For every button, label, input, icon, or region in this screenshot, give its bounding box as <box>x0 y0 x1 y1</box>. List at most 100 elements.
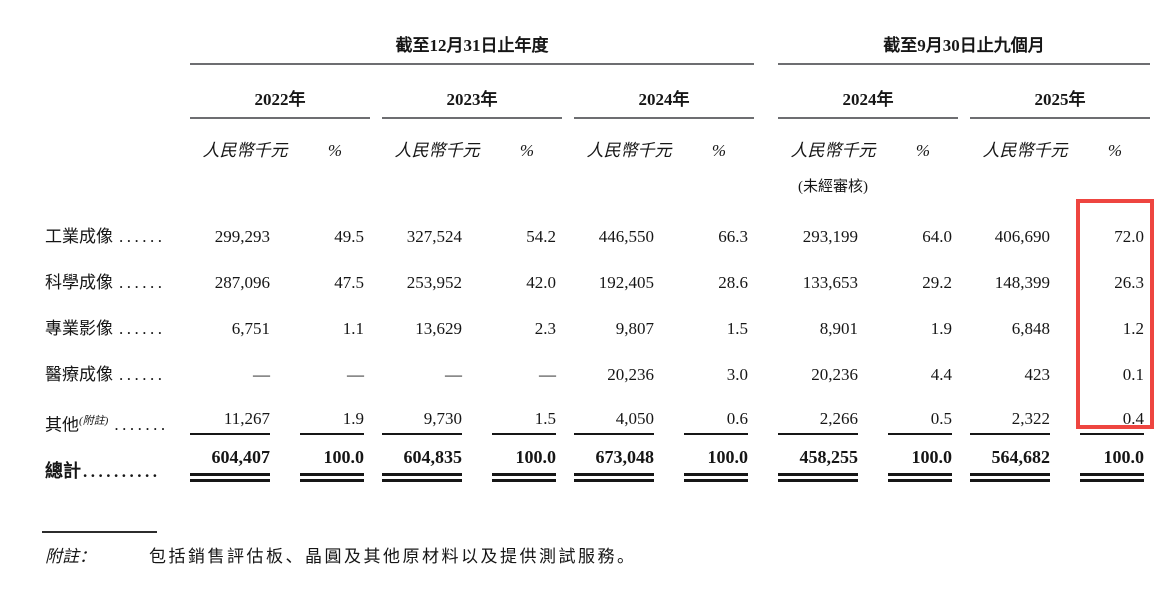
percent-header: % <box>1107 141 1123 161</box>
footnote-divider <box>42 531 157 533</box>
unit-header: 人民幣千元 <box>790 141 876 161</box>
row-label: 工業成像...... <box>45 227 166 247</box>
year-header-row: 2022年 2023年 2024年 2024年 2025年 <box>40 64 1150 119</box>
unit-header: 人民幣千元 <box>982 141 1068 161</box>
leader-dots: ...... <box>119 319 166 339</box>
section-header-annual: 截至12月31日止年度 <box>190 26 754 65</box>
cell-percent: 64.0 <box>922 227 952 247</box>
cell-value: 9,730 <box>382 385 492 435</box>
cell-percent: 3.0 <box>726 365 748 385</box>
unaudited-note: (未經審核) <box>798 178 868 195</box>
cell-value: 13,629 <box>415 319 462 339</box>
cell-percent: — <box>347 365 364 385</box>
cell-percent-highlighted: 0.1 <box>1122 365 1144 385</box>
table-row-professional-imaging: 專業影像...... 6,751 1.1 13,629 2.3 9,807 1.… <box>40 293 1150 339</box>
cell-percent: 1.5 <box>492 385 562 435</box>
cell-percent: 4.4 <box>930 365 952 385</box>
percent-header: % <box>915 141 931 161</box>
cell-percent: 0.6 <box>684 385 754 435</box>
table-row-medical-imaging: 醫療成像...... — — — — 20,236 3.0 20,236 4.4… <box>40 339 1150 385</box>
leader-dots: ...... <box>119 273 166 293</box>
cell-value: 4,050 <box>574 385 684 435</box>
cell-percent-highlighted: 0.4 <box>1080 385 1150 435</box>
cell-value: 604,835 <box>382 435 492 482</box>
leader-dots: ...... <box>119 227 166 247</box>
cell-value: 192,405 <box>598 273 654 293</box>
cell-value: 11,267 <box>190 385 300 435</box>
footnote: 附註： 包括銷售評估板、晶圓及其他原材料以及提供測試服務。 <box>45 542 637 567</box>
cell-value: 2,322 <box>970 385 1080 435</box>
leader-dots: .......... <box>83 462 161 482</box>
cell-percent: 100.0 <box>1080 435 1150 482</box>
cell-value: 6,848 <box>1011 319 1050 339</box>
unit-header-row: 人民幣千元 % 人民幣千元 % 人民幣千元 % 人民幣千元 % 人民幣千元 % <box>40 118 1150 163</box>
table-row-industrial-imaging: 工業成像...... 299,293 49.5 327,524 54.2 446… <box>40 201 1150 247</box>
cell-value: 673,048 <box>574 435 684 482</box>
cell-value: 148,399 <box>994 273 1050 293</box>
unit-header: 人民幣千元 <box>202 141 288 161</box>
cell-percent: 66.3 <box>718 227 748 247</box>
table-row-others: 其他(附註)....... 11,267 1.9 9,730 1.5 4,050… <box>40 385 1150 435</box>
row-label: 醫療成像...... <box>45 365 166 385</box>
cell-value: 604,407 <box>190 435 300 482</box>
year-header-2024-9m: 2024年 <box>778 64 958 119</box>
cell-value: 253,952 <box>406 273 462 293</box>
cell-percent: 29.2 <box>922 273 952 293</box>
row-label: 專業影像...... <box>45 319 166 339</box>
cell-value: 423 <box>1024 365 1051 385</box>
cell-value: 133,653 <box>802 273 858 293</box>
percent-header: % <box>327 141 343 161</box>
cell-percent: 1.9 <box>300 385 370 435</box>
section-header-row: 截至12月31日止年度 截至9月30日止九個月 <box>40 26 1150 65</box>
cell-percent: — <box>539 365 556 385</box>
footnote-text: 包括銷售評估板、晶圓及其他原材料以及提供測試服務。 <box>149 547 637 566</box>
table-row-scientific-imaging: 科學成像...... 287,096 47.5 253,952 42.0 192… <box>40 247 1150 293</box>
cell-value: 293,199 <box>802 227 858 247</box>
cell-value: 446,550 <box>598 227 654 247</box>
cell-percent: 1.5 <box>726 319 748 339</box>
cell-value: — <box>253 365 270 385</box>
year-header-2025-9m: 2025年 <box>970 64 1150 119</box>
cell-percent-highlighted: 26.3 <box>1114 273 1144 293</box>
cell-percent: 49.5 <box>334 227 364 247</box>
cell-value: 6,751 <box>231 319 270 339</box>
cell-value: 327,524 <box>406 227 462 247</box>
unit-header: 人民幣千元 <box>394 141 480 161</box>
cell-value: — <box>445 365 462 385</box>
footnote-reference: (附註) <box>79 414 109 427</box>
cell-value: 287,096 <box>214 273 270 293</box>
cell-percent: 100.0 <box>492 435 562 482</box>
cell-value: 406,690 <box>994 227 1050 247</box>
leader-dots: ...... <box>119 365 166 385</box>
row-label: 科學成像...... <box>45 273 166 293</box>
cell-value: 8,901 <box>819 319 858 339</box>
cell-percent: 42.0 <box>526 273 556 293</box>
year-header-2022: 2022年 <box>190 64 370 119</box>
cell-percent: 1.9 <box>930 319 952 339</box>
cell-value: 9,807 <box>615 319 654 339</box>
cell-percent: 1.1 <box>342 319 364 339</box>
cell-percent: 0.5 <box>888 385 958 435</box>
cell-value: 20,236 <box>811 365 858 385</box>
revenue-breakdown-table: 截至12月31日止年度 截至9月30日止九個月 2022年 2023年 2024… <box>40 26 1150 482</box>
cell-percent: 100.0 <box>684 435 754 482</box>
cell-value: 2,266 <box>778 385 888 435</box>
year-header-2024: 2024年 <box>574 64 754 119</box>
cell-value: 299,293 <box>214 227 270 247</box>
row-label: 總計.......... <box>45 461 161 482</box>
unaudited-note-row: (未經審核) <box>40 163 1150 201</box>
cell-percent: 2.3 <box>534 319 556 339</box>
table-row-total: 總計.......... 604,407 100.0 604,835 100.0… <box>40 435 1150 482</box>
footnote-label: 附註： <box>45 547 96 566</box>
section-header-nine-months: 截至9月30日止九個月 <box>778 26 1150 65</box>
cell-value: 564,682 <box>970 435 1080 482</box>
cell-percent: 54.2 <box>526 227 556 247</box>
cell-percent-highlighted: 72.0 <box>1114 227 1144 247</box>
year-header-2023: 2023年 <box>382 64 562 119</box>
cell-percent: 28.6 <box>718 273 748 293</box>
leader-dots: ....... <box>114 415 169 435</box>
unit-header: 人民幣千元 <box>586 141 672 161</box>
percent-header: % <box>711 141 727 161</box>
cell-percent: 47.5 <box>334 273 364 293</box>
cell-percent: 100.0 <box>300 435 370 482</box>
